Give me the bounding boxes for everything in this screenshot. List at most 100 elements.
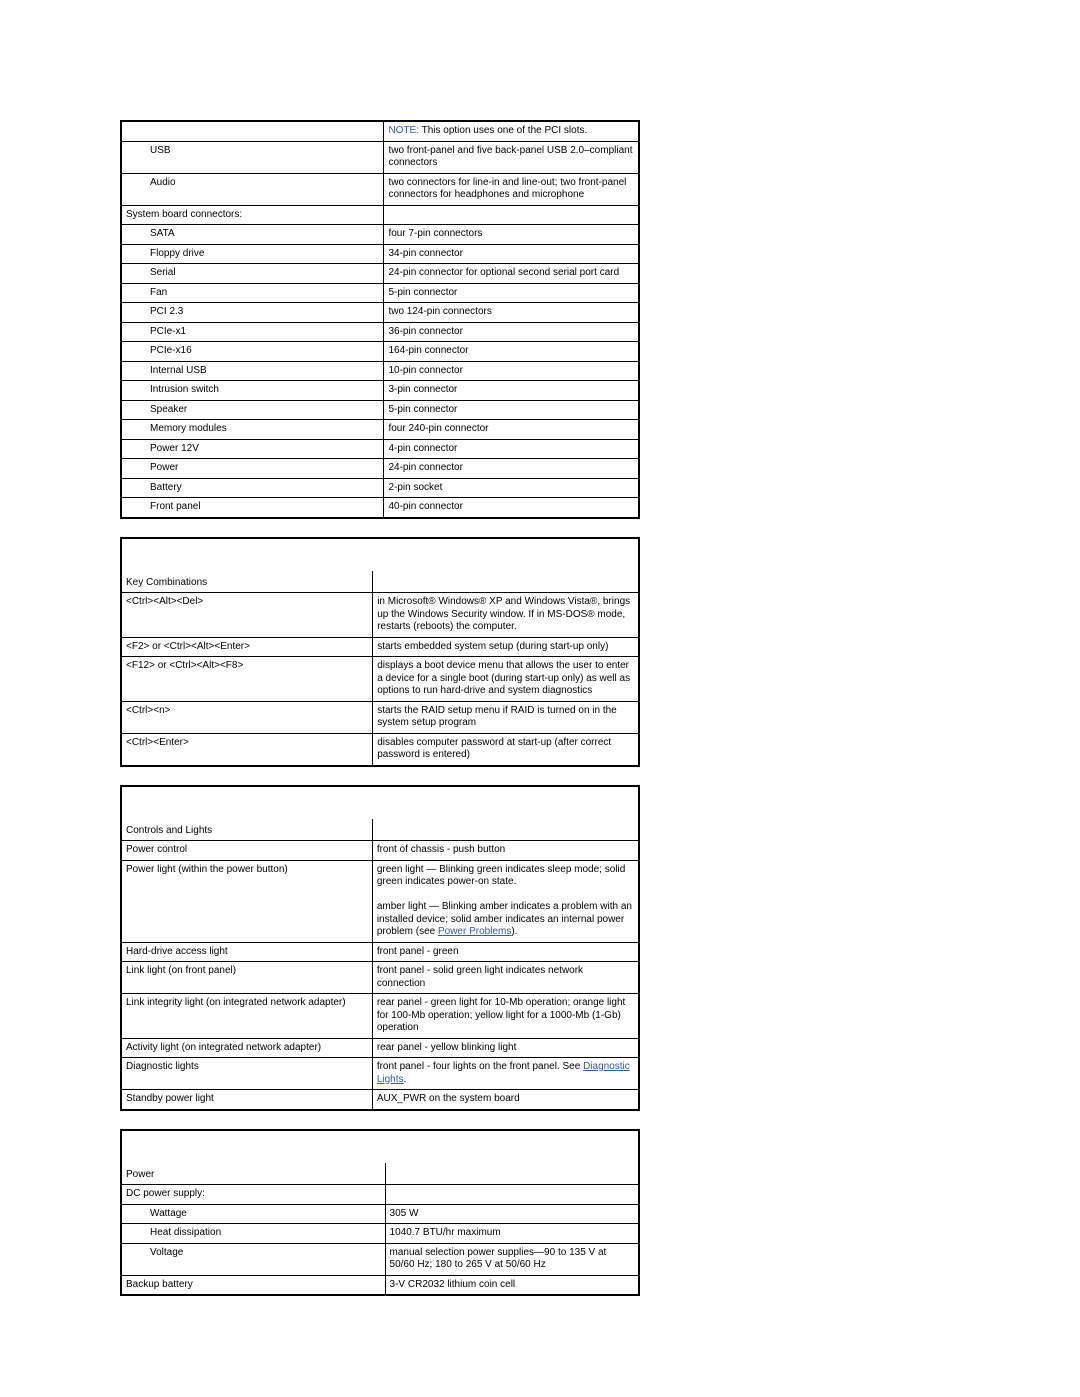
table-row: Serial24-pin connector for optional seco… [121,264,639,284]
cell-label: Backup battery [121,1275,385,1295]
section-header-row: System board connectors: [121,205,639,225]
section-header-row: Key Combinations [121,571,639,593]
table-row: Battery2-pin socket [121,478,639,498]
section-header: Power [121,1163,385,1185]
table-row: Backup battery 3-V CR2032 lithium coin c… [121,1275,639,1295]
table-row: Hard-drive access light front panel - gr… [121,942,639,962]
cell-value: manual selection power supplies—90 to 13… [385,1243,639,1275]
cell-value: 4-pin connector [384,439,639,459]
spacer-row [121,1130,639,1163]
controls-lights-table: Controls and Lights Power control front … [120,785,640,1111]
table-row: PCIe-x136-pin connector [121,322,639,342]
cell-value: green light — Blinking green indicates s… [372,860,639,942]
cell-label: Hard-drive access light [121,942,372,962]
cell-label: PCIe-x16 [121,342,384,362]
cell-value: 1040.7 BTU/hr maximum [385,1224,639,1244]
cell-value: 3-V CR2032 lithium coin cell [385,1275,639,1295]
cell-empty [121,121,384,141]
text: green light — Blinking green indicates s… [377,864,625,888]
cell-label: Power 12V [121,439,384,459]
table-row: Link light (on front panel) front panel … [121,962,639,994]
table-row: Heat dissipation1040.7 BTU/hr maximum [121,1224,639,1244]
table-row: Power control front of chassis - push bu… [121,841,639,861]
key-combinations-table: Key Combinations <Ctrl><Alt><Del>in Micr… [120,537,640,767]
cell-label: <Ctrl><n> [121,701,373,733]
cell-value: front panel - solid green light indicate… [372,962,639,994]
table-row: Link integrity light (on integrated netw… [121,994,639,1039]
sub-header: DC power supply: [121,1185,385,1205]
cell-value: starts the RAID setup menu if RAID is tu… [373,701,639,733]
cell-label: Memory modules [121,420,384,440]
cell-label: SATA [121,225,384,245]
cell-value: four 240-pin connector [384,420,639,440]
note-text: This option uses one of the PCI slots. [422,125,588,136]
section-header: Key Combinations [121,571,373,593]
cell-value: 36-pin connector [384,322,639,342]
table-row: Diagnostic lights front panel - four lig… [121,1058,639,1090]
section-header-row: Controls and Lights [121,819,639,841]
section-header-row: Power [121,1163,639,1185]
table-row: Audio two connectors for line-in and lin… [121,173,639,205]
section-header: System board connectors: [121,205,384,225]
cell-label: Speaker [121,400,384,420]
table-row: PCIe-x16164-pin connector [121,342,639,362]
cell-value: 5-pin connector [384,400,639,420]
table-row: Internal USB10-pin connector [121,361,639,381]
table-row: Power 12V4-pin connector [121,439,639,459]
cell-label: PCIe-x1 [121,322,384,342]
spacer-row [121,786,639,819]
cell-label: Front panel [121,498,384,518]
cell-label: Wattage [121,1204,385,1224]
table-row: Voltagemanual selection power supplies—9… [121,1243,639,1275]
cell-value: 3-pin connector [384,381,639,401]
cell-value: four 7-pin connectors [384,225,639,245]
power-problems-link[interactable]: Power Problems [438,926,511,937]
table-row: SATAfour 7-pin connectors [121,225,639,245]
cell-label: Floppy drive [121,244,384,264]
cell-value: displays a boot device menu that allows … [373,657,639,702]
connectors-table: NOTE: This option uses one of the PCI sl… [120,120,640,519]
table-row: Power light (within the power button) gr… [121,860,639,942]
cell-label: Battery [121,478,384,498]
cell-label: USB [121,141,384,173]
cell-value: 24-pin connector [384,459,639,479]
cell-value: front panel - four lights on the front p… [372,1058,639,1090]
cell-label: Standby power light [121,1090,372,1110]
cell-value: 164-pin connector [384,342,639,362]
cell-value: rear panel - yellow blinking light [372,1038,639,1058]
cell-label: Serial [121,264,384,284]
cell-label: Link light (on front panel) [121,962,372,994]
power-table: Power DC power supply: Wattage305 W Heat… [120,1129,640,1297]
table-row: Fan5-pin connector [121,283,639,303]
table-row: <Ctrl><Enter>disables computer password … [121,733,639,766]
cell-value: 10-pin connector [384,361,639,381]
table-row: Speaker5-pin connector [121,400,639,420]
cell-label: Power control [121,841,372,861]
table-row: NOTE: This option uses one of the PCI sl… [121,121,639,141]
table-row: Power24-pin connector [121,459,639,479]
section-header: Controls and Lights [121,819,372,841]
cell-value: 5-pin connector [384,283,639,303]
text: ). [511,926,517,937]
cell-value: 40-pin connector [384,498,639,518]
cell-value: 2-pin socket [384,478,639,498]
cell-label: Internal USB [121,361,384,381]
cell-value: starts embedded system setup (during sta… [373,637,639,657]
spacer-row [121,538,639,571]
cell-value: two front-panel and five back-panel USB … [384,141,639,173]
table-row: PCI 2.3two 124-pin connectors [121,303,639,323]
cell-empty [384,205,639,225]
cell-label: Power [121,459,384,479]
table-row: <F2> or <Ctrl><Alt><Enter>starts embedde… [121,637,639,657]
table-row: <F12> or <Ctrl><Alt><F8>displays a boot … [121,657,639,702]
cell-label: Diagnostic lights [121,1058,372,1090]
table-row: Front panel40-pin connector [121,498,639,518]
cell-value: front of chassis - push button [372,841,639,861]
table-row: Intrusion switch3-pin connector [121,381,639,401]
cell-value: 24-pin connector for optional second ser… [384,264,639,284]
cell-label: Voltage [121,1243,385,1275]
table-row: <Ctrl><Alt><Del>in Microsoft® Windows® X… [121,593,639,638]
table-row: Activity light (on integrated network ad… [121,1038,639,1058]
cell-label: <Ctrl><Enter> [121,733,373,766]
cell-value: 305 W [385,1204,639,1224]
